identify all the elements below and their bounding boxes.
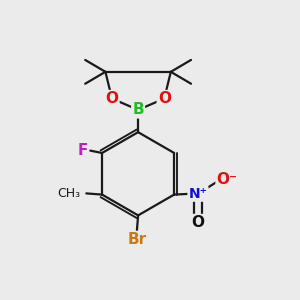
Text: CH₃: CH₃ bbox=[57, 187, 80, 200]
Text: O: O bbox=[158, 91, 171, 106]
Text: B: B bbox=[132, 102, 144, 117]
Text: N⁺: N⁺ bbox=[188, 187, 207, 201]
Text: Br: Br bbox=[128, 232, 146, 247]
Text: O: O bbox=[191, 215, 204, 230]
Text: O: O bbox=[106, 91, 118, 106]
Text: F: F bbox=[78, 143, 88, 158]
Text: O⁻: O⁻ bbox=[217, 172, 238, 187]
